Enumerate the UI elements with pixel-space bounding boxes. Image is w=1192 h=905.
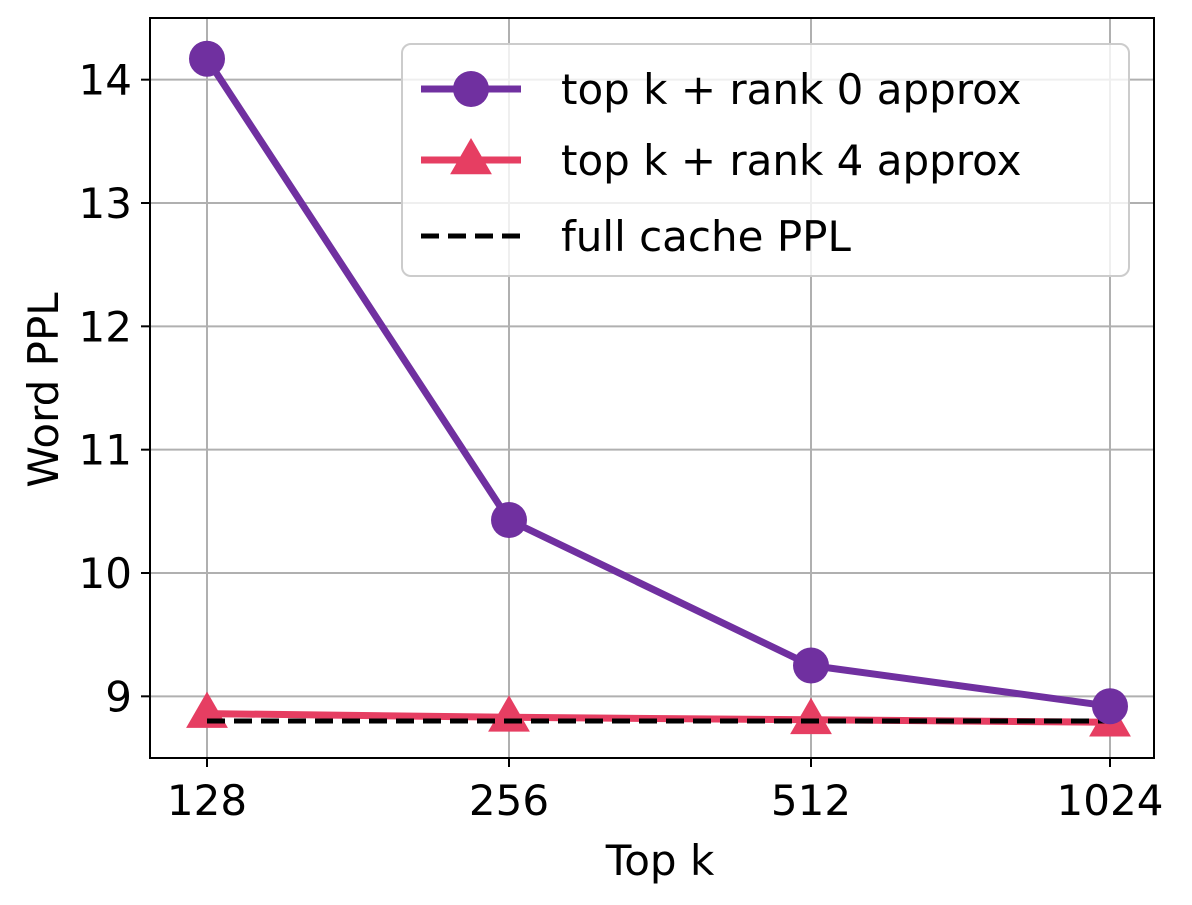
data-point-rank0 (793, 647, 829, 684)
legend: top k + rank 0 approx top k + rank 4 appr… (401, 43, 1130, 277)
legend-box (401, 43, 1130, 277)
x-axis-label: Top k (605, 836, 715, 885)
series-line-rank0 (204, 56, 1111, 710)
data-point-rank4 (488, 695, 530, 732)
tick-layer: 128 256 512 1024 9 10 11 12 13 14 (79, 56, 1164, 825)
y-tick-label: 9 (105, 672, 132, 721)
y-tick-label: 11 (79, 426, 132, 475)
data-point-rank0 (1092, 688, 1128, 725)
legend-marker-rank4 (450, 138, 492, 175)
x-tick-label: 128 (167, 776, 247, 825)
legend-label-rank4: top k + rank 4 approx (561, 136, 1021, 185)
series-layer (186, 40, 1131, 737)
data-point-rank4 (790, 697, 832, 735)
legend-marker-rank0 (453, 71, 489, 107)
x-tick-label: 512 (771, 776, 851, 825)
y-tick-label: 10 (79, 549, 132, 598)
legend-entries: top k + rank 0 approx top k + rank 4 appr… (421, 65, 1021, 261)
y-tick-label: 13 (79, 179, 132, 228)
x-tick-label: 256 (469, 776, 549, 825)
series-line-rank4 (206, 710, 1111, 726)
legend-label-full-cache: full cache PPL (561, 212, 851, 261)
y-tick-label: 14 (79, 56, 132, 105)
x-tick-label: 1024 (1057, 776, 1164, 825)
legend-label-rank0: top k + rank 0 approx (561, 65, 1021, 114)
y-axis-label: Word PPL (19, 292, 68, 488)
data-point-rank0 (491, 501, 527, 538)
y-tick-label: 12 (79, 302, 132, 351)
plot-frame (149, 17, 1155, 759)
data-point-rank0 (189, 40, 225, 77)
